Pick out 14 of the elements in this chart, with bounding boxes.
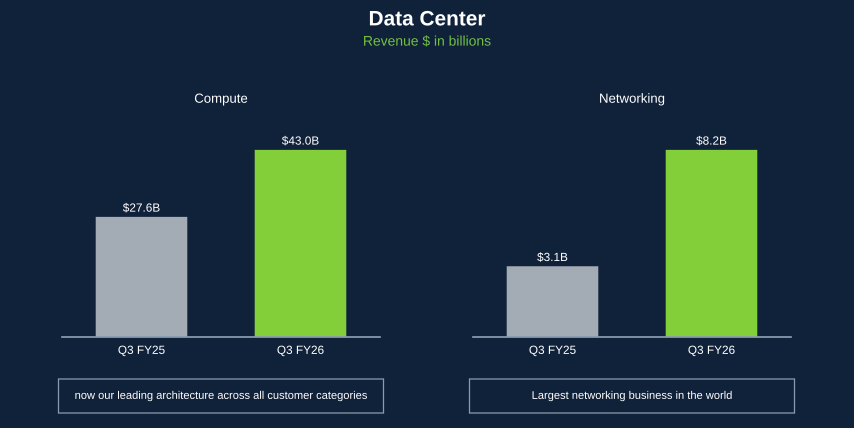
x-tick-label: Q3 FY25 — [529, 346, 576, 356]
x-tick-label: Q3 FY26 — [688, 346, 735, 356]
data-label: $3.1B — [537, 252, 568, 262]
data-label: $43.0B — [282, 136, 319, 146]
x-tick-label: Q3 FY25 — [118, 346, 165, 356]
data-label: $27.6B — [122, 202, 160, 212]
text: Revenue $ in billions — [364, 35, 491, 47]
text: Data Center — [370, 10, 486, 26]
chart-title: Networking — [600, 93, 664, 106]
text: Largest networking business in the world — [532, 390, 732, 402]
text: now our leading architecture across all customer categories — [75, 390, 367, 402]
chart-title: Compute — [194, 94, 248, 106]
data-label: $8.2B — [696, 136, 726, 146]
x-tick-label: Q3 FY26 — [277, 346, 324, 356]
